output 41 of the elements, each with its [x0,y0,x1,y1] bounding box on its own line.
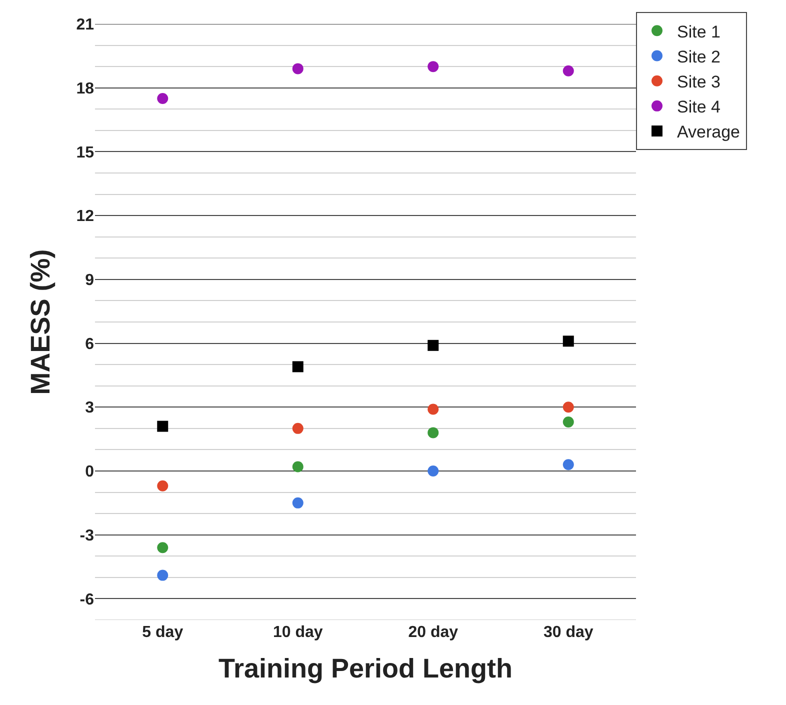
point [157,570,168,581]
point [157,420,168,432]
point [562,65,574,76]
legend-label: Site 4 [677,98,720,117]
point [428,340,439,351]
y-tick-label: 0 [85,464,94,481]
point [157,480,168,492]
y-tick-label: 6 [85,336,94,353]
point [562,402,574,413]
y-tick-label: -6 [80,591,94,608]
legend-label: Site 2 [677,47,720,66]
x-tick-label: 5 day [142,624,184,641]
point [157,542,168,554]
legend-label: Site 1 [677,22,720,42]
point [428,61,439,72]
point [292,63,304,74]
y-axis-title: MAESS (%) [25,249,56,395]
x-axis-title: Training Period Length [218,653,513,684]
legend-label: Average [677,122,740,142]
point [428,466,439,476]
point [157,93,168,104]
y-tick-label: 9 [85,272,94,290]
y-tick-label: 21 [76,16,94,34]
point [292,497,304,508]
y-tick-label: 15 [76,144,94,162]
point [562,336,574,347]
x-tick-label: 20 day [408,624,458,641]
y-tick-label: 3 [85,400,94,417]
x-tick-label: 10 day [272,624,323,641]
y-tick-label: 18 [76,80,94,98]
point [562,416,574,428]
x-tick-label: 30 day [543,624,594,641]
point [428,404,439,415]
point [292,422,304,434]
y-tick-label: -3 [80,527,94,544]
point [428,427,439,438]
point [562,459,574,470]
point [292,461,304,472]
y-tick-label: 12 [76,208,94,226]
point [292,361,304,372]
legend-label: Site 3 [677,72,720,92]
